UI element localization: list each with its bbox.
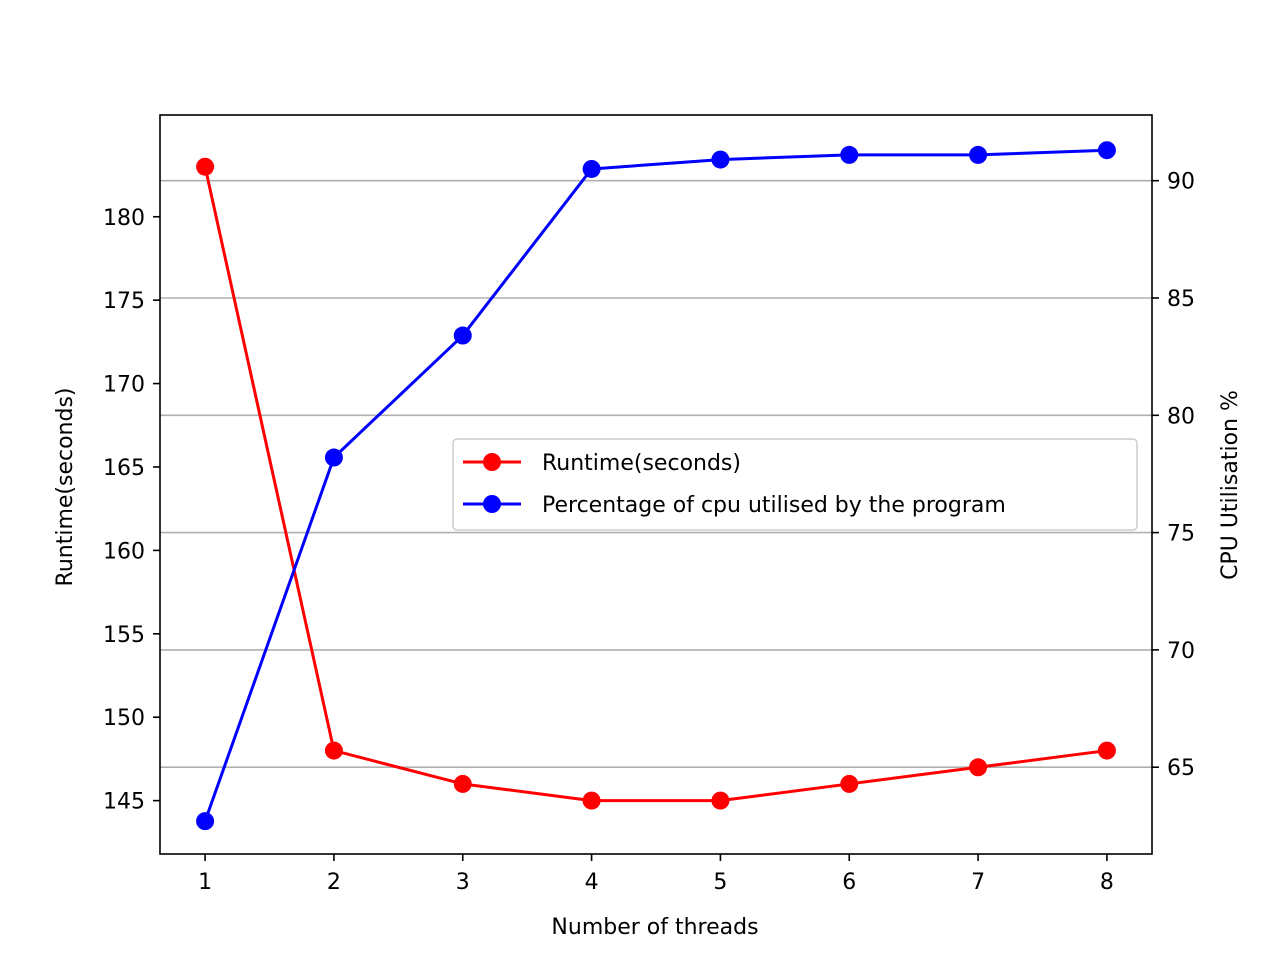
y-right-tick-label: 65 [1167, 756, 1195, 781]
plot-frame [159, 114, 1153, 855]
x-tick-label: 2 [327, 870, 341, 895]
y-left-tick-label: 180 [103, 206, 145, 231]
data-point [840, 145, 859, 164]
data-point [840, 774, 859, 793]
data-point [711, 791, 730, 810]
x-tick-label: 3 [456, 870, 470, 895]
data-point [582, 791, 601, 810]
x-tick-label: 6 [842, 870, 856, 895]
x-tick-label: 4 [585, 870, 599, 895]
y-right-tick-label: 85 [1167, 287, 1195, 312]
y-axis-right-label: CPU Utilisation % [1218, 390, 1243, 580]
y-left-tick-label: 145 [103, 790, 145, 815]
data-point [324, 448, 343, 467]
data-point [324, 741, 343, 760]
legend-label-runtime: Runtime(seconds) [542, 451, 741, 476]
y-axis-left-label: Runtime(seconds) [53, 388, 78, 587]
data-point [196, 812, 215, 831]
data-point [453, 774, 472, 793]
x-tick-label: 7 [971, 870, 985, 895]
y-axis-right: 65 70 75 80 85 90 [1152, 170, 1195, 781]
data-point [582, 159, 601, 178]
x-axis-label: Number of threads [551, 915, 758, 940]
data-point [453, 326, 472, 345]
grid-lines [160, 179, 1152, 768]
data-point [1097, 141, 1116, 160]
legend-label-cpu: Percentage of cpu utilised by the progra… [542, 493, 1006, 518]
y-left-tick-label: 160 [103, 539, 145, 564]
legend-box [452, 438, 1138, 531]
y-left-tick-label: 170 [103, 373, 145, 398]
data-point [196, 157, 215, 176]
y-axis-left: 145 150 155 160 165 170 175 180 [103, 206, 160, 815]
y-left-tick-label: 150 [103, 706, 145, 731]
y-left-tick-label: 155 [103, 623, 145, 648]
x-tick-label: 8 [1100, 870, 1114, 895]
y-left-tick-label: 175 [103, 289, 145, 314]
y-right-tick-label: 90 [1167, 170, 1195, 195]
legend-marker-cpu [483, 495, 501, 513]
legend: Runtime(seconds) Percentage of cpu utili… [452, 438, 1138, 531]
data-point [969, 145, 988, 164]
series-cpu-utilisation [196, 141, 1116, 831]
y-left-tick-label: 165 [103, 456, 145, 481]
legend-marker-runtime [483, 453, 501, 471]
series-layer [196, 141, 1116, 831]
series-runtime [196, 157, 1116, 810]
data-point [1097, 741, 1116, 760]
x-tick-label: 5 [713, 870, 727, 895]
x-tick-label: 1 [198, 870, 212, 895]
y-right-tick-label: 80 [1167, 404, 1195, 429]
y-right-tick-label: 70 [1167, 639, 1195, 664]
series-line [203, 148, 1107, 822]
x-axis: 1 2 3 4 5 6 7 8 [198, 854, 1114, 895]
y-right-tick-label: 75 [1167, 522, 1195, 547]
series-line [203, 166, 1108, 803]
data-point [969, 758, 988, 777]
data-point [711, 150, 730, 169]
